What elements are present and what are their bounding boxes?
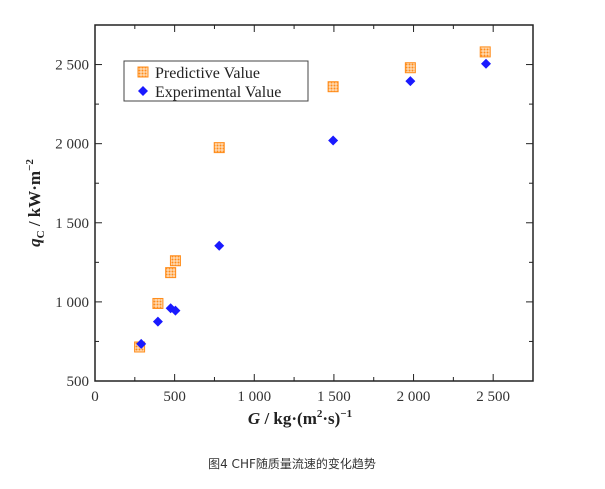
x-tick-label: 2 500 (476, 389, 510, 405)
x-tick-label: 2 000 (397, 389, 431, 405)
predictive-point (169, 255, 181, 267)
legend-marker-predictive (137, 66, 149, 78)
y-axis-label: qC / kW·m−2 (24, 159, 47, 247)
experimental-point (481, 58, 492, 69)
experimental-point (214, 240, 225, 251)
x-tick-label: 500 (163, 389, 186, 405)
legend-label-experimental: Experimental Value (155, 84, 281, 101)
plot-frame (94, 24, 534, 382)
predictive-point (213, 142, 225, 154)
predictive-point (479, 46, 491, 58)
y-tick-label: 500 (67, 374, 90, 390)
x-tick-label: 1 500 (317, 389, 351, 405)
predictive-point (327, 81, 339, 93)
experimental-point (405, 76, 416, 87)
y-tick-label: 2 500 (55, 58, 89, 74)
y-tick-label: 1 000 (55, 295, 89, 311)
experimental-point (328, 135, 339, 146)
predictive-point (152, 297, 164, 309)
y-tick-label: 1 500 (55, 216, 89, 232)
experimental-point (170, 305, 181, 316)
x-axis-label: G / kg·(m2·s)−1 (248, 408, 352, 428)
x-tick-label: 0 (91, 389, 99, 405)
x-tick-label: 1 000 (237, 389, 271, 405)
predictive-point (404, 62, 416, 74)
y-tick-label: 2 000 (55, 137, 89, 153)
predictive-point (165, 267, 177, 279)
legend: Predictive Value Experimental Value (123, 60, 309, 102)
experimental-point (136, 338, 147, 349)
experimental-point (152, 316, 163, 327)
legend-label-predictive: Predictive Value (155, 65, 260, 82)
legend-marker-experimental (138, 86, 148, 96)
figure-caption: 图4 CHF随质量流速的变化趋势 (208, 456, 376, 471)
